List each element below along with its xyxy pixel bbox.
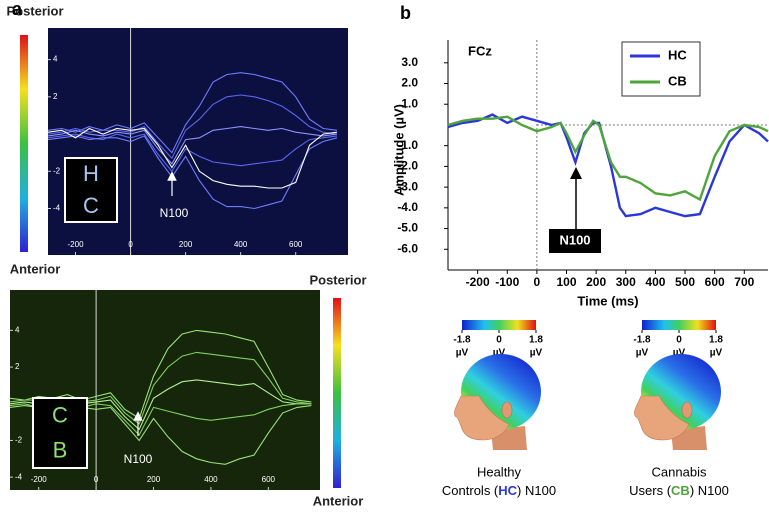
trace	[9, 329, 312, 420]
x-tick-label: 500	[675, 275, 695, 289]
head	[634, 354, 721, 450]
caption-line: Healthy	[477, 464, 522, 479]
x-tick-label: 600	[262, 475, 276, 484]
group-letter: B	[53, 437, 68, 462]
y-tick-label: 4	[15, 325, 20, 334]
caption-group: CB	[671, 483, 690, 498]
y-tick-label: 1.0	[401, 96, 418, 110]
colorbar	[462, 320, 536, 330]
colorbar-unit: µV	[673, 348, 686, 359]
x-tick-label: -200	[68, 240, 85, 249]
x-tick-label: 200	[147, 475, 161, 484]
group-letter: C	[52, 402, 68, 427]
series-line	[447, 115, 769, 202]
colorbar-tick-label: 0	[496, 335, 502, 346]
caption-group: HC	[498, 483, 517, 498]
x-tick-label: 300	[616, 275, 636, 289]
colorbar-unit: µV	[710, 348, 723, 359]
x-tick-label: 600	[289, 240, 303, 249]
x-tick-label: -200	[466, 275, 490, 289]
group-box	[64, 157, 118, 223]
legend-box	[621, 41, 701, 97]
colorbar-bottom-label: Anterior	[313, 493, 364, 508]
y-tick-label: 2	[53, 92, 58, 101]
colorbar-unit: µV	[530, 348, 543, 359]
chart-title: FCz	[468, 43, 492, 58]
y-tick-label: -2	[53, 166, 61, 175]
x-tick-label: 200	[179, 240, 193, 249]
caption-line: Users (CB) N100	[629, 483, 729, 498]
caption-line: Controls (HC) N100	[442, 483, 556, 498]
colorbar-tick-label: -1.8	[453, 335, 471, 346]
trace	[47, 135, 338, 210]
y-tick-label: 2.0	[401, 76, 418, 90]
y-axis-label: Amplitude (µV)	[391, 104, 406, 196]
x-tick-label: 400	[204, 475, 218, 484]
y-tick-label: 4	[53, 55, 58, 64]
annotation: N100	[160, 206, 189, 220]
panel-label: a	[12, 0, 23, 19]
colorbar-tick-label: 0	[676, 335, 682, 346]
y-tick-label: -2.0	[397, 159, 418, 173]
face	[454, 395, 510, 441]
x-tick-label: -200	[31, 475, 48, 484]
caption-text: ) N100	[517, 483, 556, 498]
x-tick-label: 0	[534, 275, 541, 289]
y-tick-label: 3.0	[401, 55, 418, 69]
colorbar	[642, 320, 716, 330]
y-tick-label: -4	[15, 472, 23, 481]
panel-label: b	[400, 3, 411, 23]
series-line	[447, 113, 769, 218]
colorbar	[333, 298, 341, 488]
x-tick-label: 700	[734, 275, 754, 289]
head	[454, 354, 541, 450]
annotation: N100	[124, 452, 153, 466]
x-tick-label: 400	[645, 275, 665, 289]
face	[634, 395, 690, 441]
y-tick-label: 2	[15, 362, 20, 371]
caption-text: Users (	[629, 483, 672, 498]
legend-label: HC	[668, 47, 687, 62]
legend-label: CB	[668, 73, 687, 88]
group-box	[32, 397, 88, 469]
caption-line: Cannabis	[652, 464, 707, 479]
colorbar-tick-label: 1.8	[709, 335, 723, 346]
caption-text: ) N100	[690, 483, 729, 498]
group-letter: C	[83, 193, 99, 218]
colorbar-unit: µV	[456, 348, 469, 359]
colorbar-top-label: Posterior	[309, 272, 366, 287]
x-tick-label: 100	[557, 275, 577, 289]
y-tick-label: -3.0	[397, 179, 418, 193]
x-axis-label: Time (ms)	[577, 293, 638, 308]
x-tick-label: 200	[586, 275, 606, 289]
x-tick-label: 400	[234, 240, 248, 249]
x-tick-label: -100	[495, 275, 519, 289]
caption-text: Controls (	[442, 483, 499, 498]
y-tick-label: -6.0	[397, 241, 418, 255]
annotation-box	[549, 229, 601, 253]
ear	[501, 401, 513, 419]
x-tick-label: 600	[705, 275, 725, 289]
y-tick-label: -5.0	[397, 221, 418, 235]
trace	[47, 72, 338, 154]
colorbar-tick-label: 1.8	[529, 335, 543, 346]
y-tick-label: -4.0	[397, 200, 418, 214]
y-tick-label: -4	[53, 204, 61, 213]
annotation: N100	[559, 232, 590, 247]
y-tick-label: -2	[15, 436, 23, 445]
trace	[47, 126, 338, 165]
ear	[681, 401, 693, 419]
colorbar-top-label: Posterior	[6, 3, 63, 18]
colorbar-bottom-label: Anterior	[10, 261, 61, 276]
x-tick-label: 0	[94, 475, 99, 484]
trace	[47, 127, 338, 189]
y-tick-label: -1.0	[397, 138, 418, 152]
colorbar-unit: µV	[636, 348, 649, 359]
group-letter: H	[83, 161, 99, 186]
x-tick-label: 0	[128, 240, 133, 249]
colorbar-tick-label: -1.8	[633, 335, 651, 346]
colorbar	[20, 35, 28, 252]
colorbar-unit: µV	[493, 348, 506, 359]
